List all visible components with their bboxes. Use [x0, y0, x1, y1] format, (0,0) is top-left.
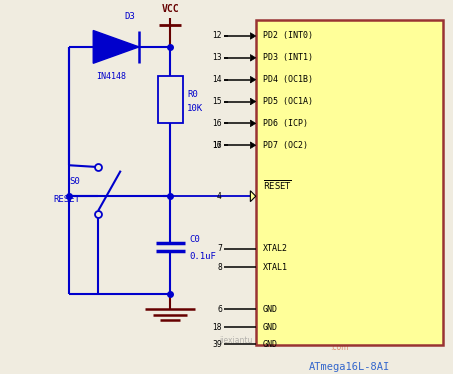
Polygon shape — [251, 120, 256, 127]
Polygon shape — [251, 33, 256, 39]
Text: 10K: 10K — [187, 104, 203, 113]
Text: 13: 13 — [212, 53, 222, 62]
Text: 39: 39 — [212, 340, 222, 349]
Text: 14: 14 — [212, 75, 222, 84]
Text: GND: GND — [263, 323, 278, 332]
Text: 12: 12 — [212, 31, 222, 40]
Text: RESET: RESET — [53, 195, 80, 204]
Text: PD5 (OC1A): PD5 (OC1A) — [263, 97, 313, 106]
Text: 18: 18 — [212, 323, 222, 332]
Text: .com: .com — [330, 343, 348, 352]
Text: PD7 (OC2): PD7 (OC2) — [263, 141, 308, 150]
Text: 8: 8 — [217, 263, 222, 272]
Polygon shape — [251, 55, 256, 61]
Bar — [256, 19, 443, 346]
Text: IN4148: IN4148 — [96, 73, 126, 82]
Polygon shape — [251, 98, 256, 105]
Bar — [158, 76, 183, 123]
Text: 7: 7 — [217, 245, 222, 254]
Text: 17: 17 — [212, 141, 222, 150]
Text: D3: D3 — [125, 12, 135, 21]
Text: 0.1uF: 0.1uF — [189, 252, 216, 261]
Text: PD4 (OC1B): PD4 (OC1B) — [263, 75, 313, 84]
Polygon shape — [251, 76, 256, 83]
Text: PD2 (INT0): PD2 (INT0) — [263, 31, 313, 40]
Text: 4: 4 — [217, 192, 222, 201]
Text: 16: 16 — [212, 119, 222, 128]
Polygon shape — [93, 31, 139, 63]
Text: $\overline{\mathrm{RESET}}$: $\overline{\mathrm{RESET}}$ — [263, 178, 291, 192]
Text: PD6 (ICP): PD6 (ICP) — [263, 119, 308, 128]
Text: 6: 6 — [217, 304, 222, 313]
Text: VCC: VCC — [161, 4, 179, 14]
Text: jiexiantu: jiexiantu — [219, 335, 252, 344]
Text: 15: 15 — [212, 97, 222, 106]
Text: GND: GND — [263, 340, 278, 349]
Text: S0: S0 — [69, 177, 80, 186]
Polygon shape — [251, 142, 256, 148]
Text: XTAL2: XTAL2 — [263, 245, 288, 254]
Text: GND: GND — [263, 304, 278, 313]
Polygon shape — [251, 191, 256, 202]
Text: 16: 16 — [212, 141, 222, 150]
Text: PD3 (INT1): PD3 (INT1) — [263, 53, 313, 62]
Text: XTAL1: XTAL1 — [263, 263, 288, 272]
Text: R0: R0 — [187, 90, 198, 99]
Text: ATmega16L-8AI: ATmega16L-8AI — [308, 362, 390, 372]
Text: C0: C0 — [189, 235, 200, 244]
